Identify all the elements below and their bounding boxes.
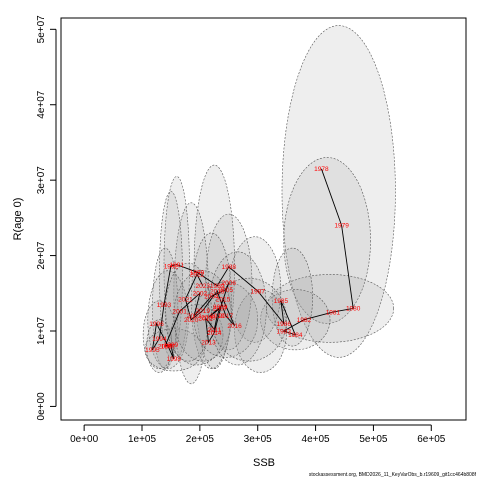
x-axis: 0e+00 1e+05 2e+05 3e+05 4e+05 5e+05 6e+05 (70, 424, 446, 445)
point-label: 1980 (346, 306, 361, 313)
uncertainty-ellipse (173, 202, 209, 385)
point-label: 2016 (227, 323, 242, 330)
point-label: 1993 (157, 302, 172, 309)
uncertainty-ellipse (146, 319, 173, 373)
point-label: 1996 (149, 321, 164, 328)
point-label: 1989 (210, 283, 225, 290)
point-label: 2009 (213, 304, 228, 311)
point-label: 2005 (219, 287, 234, 294)
point-label: 1985 (274, 298, 289, 305)
point-label: 2007 (213, 306, 228, 313)
point-label: 1982 (297, 317, 312, 324)
point-label: 2010 (210, 313, 225, 320)
y-tick-label: 2e+07 (36, 241, 47, 270)
point-label: 1988 (222, 264, 237, 271)
point-label: 2004 (204, 294, 219, 301)
point-label: 1995 (145, 347, 160, 354)
point-label: 1978 (314, 166, 329, 173)
point-label: 2015 (216, 297, 231, 304)
point-label: 2022 (190, 272, 205, 279)
x-tick-label: 5e+05 (359, 434, 388, 445)
uncertainty-ellipse (283, 157, 371, 324)
point-label: 1994 (152, 336, 167, 343)
point-label: 2020 (184, 317, 199, 324)
point-label: 1979 (334, 223, 349, 230)
point-label: 2000 (158, 343, 173, 350)
point-label: 2017 (219, 313, 234, 320)
point-label: 2019 (196, 308, 211, 315)
uncertainty-ellipse (228, 236, 282, 343)
y-tick-label: 5e+07 (36, 15, 47, 44)
x-tick-label: 3e+05 (244, 434, 273, 445)
series-path-line (151, 168, 354, 360)
point-label: 2013 (201, 340, 216, 347)
point-label: 1986 (277, 321, 292, 328)
x-tick-label: 2e+05 (186, 434, 215, 445)
point-label: 2014 (207, 330, 222, 337)
x-tick-label: 0e+00 (70, 434, 99, 445)
point-label: 2012 (198, 315, 213, 322)
uncertainty-ellipse (147, 270, 189, 370)
x-axis-title: SSB (253, 457, 275, 469)
point-label: 1984 (288, 332, 303, 339)
y-tick-label: 4e+07 (36, 90, 47, 119)
plot-frame (60, 17, 467, 421)
point-label: 2011 (207, 327, 221, 334)
uncertainty-ellipse (208, 251, 267, 366)
uncertainty-ellipse (163, 176, 190, 358)
point-label: 2003 (187, 313, 202, 320)
uncertainty-ellipses (142, 25, 396, 385)
y-tick-label: 0e+00 (36, 392, 47, 421)
point-label: 1999 (164, 342, 179, 349)
point-label: 1987 (250, 288, 265, 295)
point-label: 1992 (164, 263, 179, 270)
point-label: 2021 (178, 297, 193, 304)
point-label: 2023 (196, 283, 211, 290)
point-label: 2008 (201, 315, 216, 322)
uncertainty-ellipse (164, 262, 212, 362)
x-tick-label: 1e+05 (128, 434, 157, 445)
point-label: 1981 (326, 309, 341, 316)
y-axis-title: R(age 0) (12, 198, 24, 241)
point-label: 1990 (190, 269, 205, 276)
y-tick-label: 1e+07 (36, 317, 47, 346)
point-label: 1998 (167, 356, 182, 363)
footer-text: stockassessment.org, BMD2026_11_KeyVarOb… (309, 472, 477, 478)
y-tick-label: 3e+07 (36, 166, 47, 195)
uncertainty-ellipse (266, 274, 394, 343)
point-label: 2002 (193, 291, 208, 298)
y-axis: 0e+00 1e+07 2e+07 3e+07 4e+07 5e+07 (36, 15, 57, 421)
point-label: 2001 (172, 309, 187, 316)
point-label: 1991 (169, 262, 184, 269)
x-tick-label: 4e+05 (302, 434, 331, 445)
point-label: 1997 (161, 343, 176, 350)
x-tick-label: 6e+05 (417, 434, 446, 445)
uncertainty-ellipse (142, 300, 176, 370)
point-label: 2018 (210, 288, 225, 295)
point-label: 1983 (277, 328, 292, 335)
point-label: 2006 (222, 280, 237, 287)
